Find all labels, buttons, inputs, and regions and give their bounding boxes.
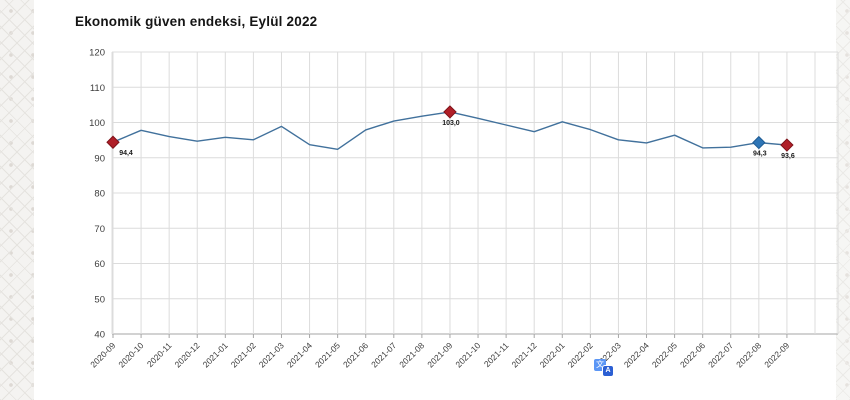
data-marker — [780, 138, 794, 152]
x-tick-label: 2021-10 — [453, 340, 482, 369]
x-tick-label: 2022-09 — [762, 340, 791, 369]
x-tick-label: 2021-04 — [285, 340, 314, 369]
y-tick-label: 70 — [94, 224, 105, 235]
x-tick-label: 2022-08 — [734, 340, 763, 369]
x-tick-label: 2020-12 — [173, 340, 202, 369]
x-tick-label: 2021-11 — [482, 340, 511, 369]
x-tick-label: 2021-05 — [313, 340, 342, 369]
marker-value-label: 94,4 — [119, 150, 133, 157]
x-tick-label: 2022-01 — [538, 340, 567, 369]
x-tick-label: 2021-06 — [341, 340, 370, 369]
x-tick-label: 2020-10 — [116, 340, 145, 369]
data-marker — [443, 105, 457, 119]
x-tick-label: 2021-09 — [425, 340, 454, 369]
x-tick-label: 2022-05 — [650, 340, 679, 369]
left-ornament-strip — [0, 0, 34, 400]
x-tick-label: 2021-02 — [229, 340, 258, 369]
y-tick-label: 50 — [94, 294, 105, 305]
y-tick-label: 100 — [89, 118, 105, 129]
marker-value-label: 94,3 — [753, 151, 767, 158]
x-tick-label: 2021-03 — [257, 340, 286, 369]
y-tick-label: 90 — [94, 153, 105, 164]
x-tick-label: 2021-08 — [397, 340, 426, 369]
x-tick-label: 2021-07 — [369, 340, 398, 369]
x-tick-label: 2020-11 — [145, 340, 174, 369]
marker-value-label: 93,6 — [781, 153, 795, 160]
y-tick-label: 60 — [94, 259, 105, 270]
marker-value-label: 103,0 — [442, 120, 460, 127]
data-marker — [106, 135, 120, 149]
y-tick-label: 120 — [89, 48, 105, 59]
x-tick-label: 2020-09 — [88, 340, 117, 369]
google-translate-icon[interactable]: 文 A — [594, 359, 613, 376]
y-tick-label: 40 — [94, 330, 105, 341]
x-tick-label: 2022-04 — [622, 340, 651, 369]
x-tick-label: 2021-01 — [201, 340, 230, 369]
translate-glyph-secondary: A — [603, 366, 613, 376]
x-tick-label: 2021-12 — [509, 340, 538, 369]
right-ornament-strip — [836, 0, 850, 400]
data-marker — [752, 135, 766, 150]
y-tick-label: 110 — [90, 83, 105, 94]
chart-title: Ekonomik güven endeksi, Eylül 2022 — [75, 14, 318, 29]
y-tick-label: 80 — [94, 189, 105, 200]
x-tick-label: 2022-06 — [678, 340, 707, 369]
x-tick-label: 2022-02 — [566, 340, 595, 369]
x-tick-label: 2022-07 — [706, 340, 735, 369]
